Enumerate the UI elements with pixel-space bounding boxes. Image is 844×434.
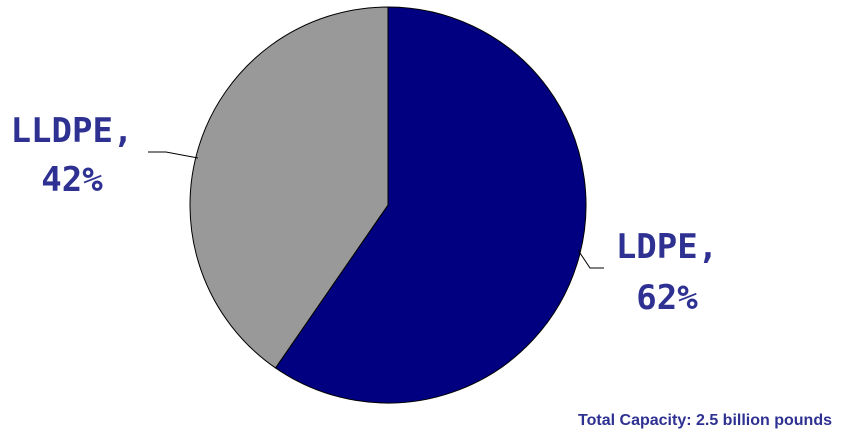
slice-label-lldpe-name: LLDPE,	[11, 111, 134, 151]
pie-slice-ldpe	[274, 6, 587, 404]
leader-line-lldpe	[148, 151, 199, 159]
slice-label-ldpe-name: LDPE,	[616, 227, 718, 267]
leader-line-ldpe	[577, 249, 604, 269]
slice-label-lldpe-value: 42%	[41, 160, 103, 200]
pie-slices	[189, 6, 587, 404]
total-capacity-note: Total Capacity: 2.5 billion pounds	[578, 412, 832, 429]
slice-label-ldpe-value: 62%	[636, 278, 698, 318]
pie-slice-lldpe	[189, 6, 389, 369]
